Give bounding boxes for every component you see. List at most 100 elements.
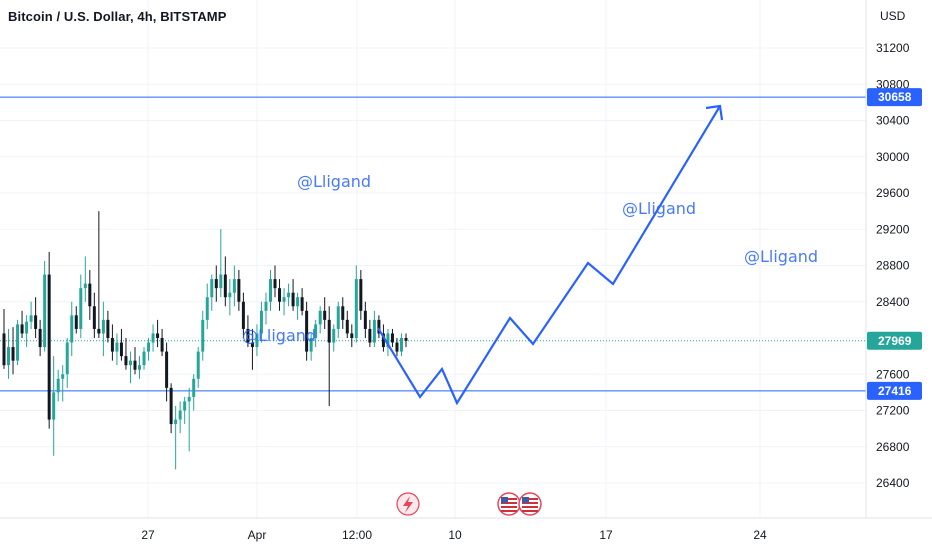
candle-body [300,297,304,311]
time-tick-label: 12:00 [342,528,372,542]
projection-line [377,105,721,406]
candle-body [273,279,277,289]
watermark-text: @Lligand [242,326,316,345]
time-tick-label: 10 [448,528,462,542]
candle-body [255,333,259,348]
candle-body [11,347,15,361]
flag-stripe [501,506,517,508]
candle-body [386,333,390,348]
event-icons[interactable] [396,492,542,516]
last-price-tag: 27969 [878,334,912,348]
candle-body [187,396,191,402]
flag-stripe [501,510,517,512]
price-tick-label: 28400 [876,295,910,309]
candle-body [34,315,38,329]
candle-body [147,342,151,352]
candle-body [97,328,101,334]
candle-body [160,338,164,352]
candle-body [38,328,42,348]
time-tick-label: 27 [141,528,155,542]
lightning-glyph [403,496,413,513]
watermarks: @Lligand @Lligand @Lligand @Lligand [242,172,818,345]
candle-body [133,360,137,370]
candle-body [377,319,381,334]
candle-body [309,338,313,352]
candle-body [341,306,345,320]
candle-body [70,315,74,343]
flag-canton [522,497,529,503]
candle-body [29,315,33,322]
candle-body [354,279,358,338]
candle-body [237,279,241,302]
candle-body [323,310,327,320]
candle-body [332,328,336,343]
candle-body [214,279,218,289]
candle-body [74,315,78,329]
flag-stripe [501,502,517,504]
flag-canton [501,497,508,503]
candle-body [7,347,11,366]
time-axis[interactable]: 27 Apr 12:00 10 17 24 [0,517,932,542]
candle-body [287,292,291,298]
candle-body [399,338,403,352]
resistance-price-tag: 30658 [878,90,912,104]
candle-body [336,306,340,329]
us-flag-icon[interactable] [497,492,521,516]
candle-body [390,333,394,343]
candle-body [183,401,187,411]
currency-label[interactable]: USD [880,9,906,23]
time-tick-label: Apr [248,528,267,542]
flag-stripe [522,510,538,512]
price-tick-label: 30000 [876,150,910,164]
candle-body [264,301,268,311]
candle-body [278,288,282,302]
candle-body [192,378,196,397]
projection-arrowhead [705,104,724,121]
price-axis[interactable]: 2640026800272002760028000284002880029200… [865,0,922,518]
gridlines [0,0,866,518]
watermark-text: @Lligand [744,247,818,266]
candle-body [61,374,65,379]
price-tick-label: 27600 [876,367,910,381]
candle-body [165,351,169,388]
watermark-text: @Lligand [297,172,371,191]
candle-body [25,321,29,334]
candle-body [246,328,250,343]
time-tick-label: 24 [753,528,767,542]
candle-body [52,392,56,420]
candle-body [196,351,200,379]
support-price-tag-bg [867,381,922,400]
candle-body [2,333,6,366]
flag-stripe [522,506,538,508]
us-flag-icon[interactable] [518,492,542,516]
candle-body [219,274,223,289]
lightning-icon[interactable] [396,492,420,516]
price-tick-label: 26800 [876,440,910,454]
candle-body [174,419,178,425]
candle-body [268,279,272,302]
candle-body [201,319,205,352]
candle-body [314,324,318,338]
price-tick-label: 28800 [876,259,910,273]
candle-body [205,297,209,320]
price-tick-label: 27200 [876,404,910,418]
candle-body [56,378,60,393]
candle-body [47,274,51,420]
candle-body [372,319,376,343]
candle-body [79,288,83,329]
candle-body [43,274,47,348]
candle-body [128,360,132,366]
price-tick-label: 30800 [876,77,910,91]
price-tick-label: 30400 [876,114,910,128]
candle-body [381,333,385,348]
candle-body [88,283,92,307]
candle-body [228,292,232,298]
flag-stripe [501,498,517,500]
candle-body [241,301,245,329]
candles [2,211,408,470]
candle-body [20,324,24,334]
candle-body [65,342,69,375]
candle-body [259,310,263,334]
candle-body [178,410,182,420]
